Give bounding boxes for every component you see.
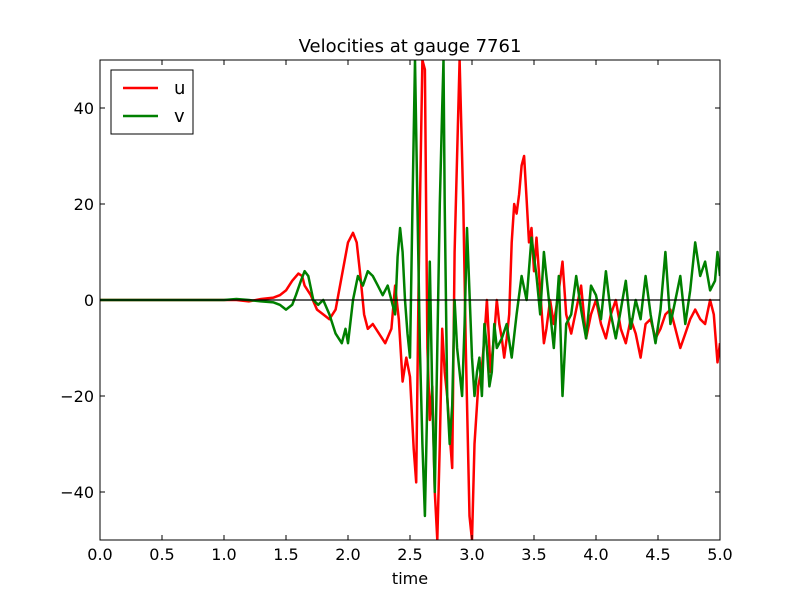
x-tick-label: 2.5	[397, 545, 422, 564]
x-tick-label: 1.0	[211, 545, 236, 564]
x-tick-label: 0.5	[149, 545, 174, 564]
x-axis-label: time	[392, 569, 428, 588]
y-tick-label: 0	[84, 291, 94, 310]
x-tick-label: 5.0	[707, 545, 732, 564]
x-tick-label: 3.0	[459, 545, 484, 564]
tick-layer: 0.0 0.5 1.0 1.5 2.0 2.5 3.0 3.5 4.0 4.5 5.0 −40 −20 0…	[60, 60, 733, 564]
legend: uv	[110, 69, 194, 135]
x-tick-label: 0.0	[87, 545, 112, 564]
x-tick-label: 4.0	[583, 545, 608, 564]
legend-label-u: u	[174, 78, 185, 99]
y-tick-label: −20	[60, 387, 94, 406]
series-line-u	[100, 60, 720, 540]
legend-label-v: v	[174, 106, 185, 127]
series-layer	[100, 60, 720, 540]
x-tick-label: 1.5	[273, 545, 298, 564]
legend-box	[110, 69, 194, 135]
x-tick-label: 2.0	[335, 545, 360, 564]
y-tick-label: 40	[74, 99, 94, 118]
chart-title: Velocities at gauge 7761	[299, 36, 522, 57]
x-tick-label: 4.5	[645, 545, 670, 564]
x-tick-label: 3.5	[521, 545, 546, 564]
y-tick-label: 20	[74, 195, 94, 214]
y-tick-label: −40	[60, 483, 94, 502]
series-line-v	[100, 60, 720, 518]
